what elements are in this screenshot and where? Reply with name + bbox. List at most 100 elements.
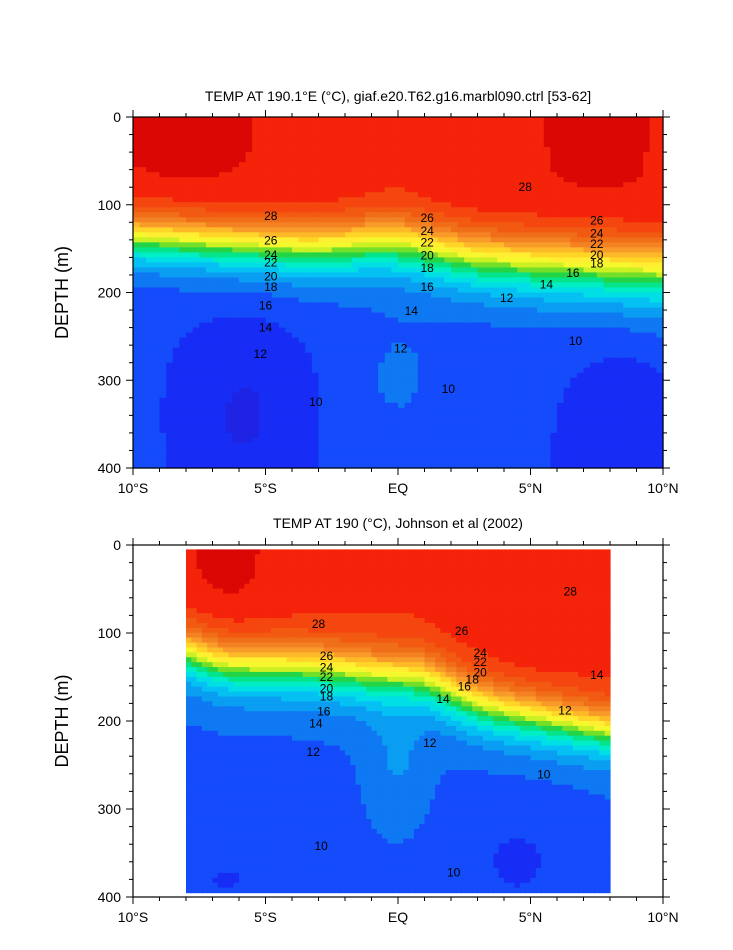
contour-cell bbox=[590, 257, 598, 264]
contour-cell bbox=[543, 327, 551, 334]
contour-cell bbox=[457, 127, 465, 133]
contour-cell bbox=[331, 142, 339, 148]
contour-cell bbox=[146, 222, 154, 228]
contour-cell bbox=[285, 307, 293, 314]
contour-cell bbox=[523, 172, 532, 178]
contour-cell bbox=[583, 462, 591, 469]
contour-cell bbox=[523, 412, 532, 419]
contour-cell bbox=[417, 457, 426, 464]
contour-cell bbox=[239, 172, 247, 178]
contour-cell bbox=[484, 127, 492, 133]
contour-cell bbox=[338, 187, 346, 193]
contour-cell bbox=[477, 412, 485, 419]
contour-cell bbox=[603, 167, 611, 173]
contour-cell bbox=[232, 367, 240, 374]
contour-cell bbox=[391, 247, 399, 253]
contour-cell bbox=[378, 342, 386, 349]
contour-cell bbox=[245, 462, 253, 469]
contour-cell bbox=[444, 182, 452, 188]
contour-cell bbox=[325, 422, 333, 429]
contour-cell bbox=[371, 257, 379, 264]
contour-cell bbox=[305, 327, 313, 334]
contour-cell bbox=[431, 172, 439, 178]
contour-cell bbox=[576, 332, 585, 339]
contour-cell bbox=[205, 222, 214, 228]
contour-cell bbox=[318, 192, 326, 198]
contour-cell bbox=[470, 117, 479, 123]
contour-cell bbox=[318, 242, 326, 248]
contour-cell bbox=[351, 187, 359, 193]
contour-cell bbox=[258, 217, 267, 223]
contour-cell bbox=[444, 192, 452, 198]
contour-cell bbox=[457, 237, 465, 243]
contour-cell bbox=[550, 407, 558, 414]
contour-cell bbox=[159, 337, 167, 344]
contour-cell bbox=[371, 392, 379, 399]
contour-cell bbox=[345, 292, 353, 299]
contour-cell bbox=[497, 182, 505, 188]
contour-cell bbox=[139, 417, 147, 424]
contour-cell bbox=[258, 342, 267, 349]
contour-cell bbox=[298, 377, 306, 384]
contour-cell bbox=[431, 262, 439, 269]
contour-cell bbox=[311, 272, 320, 279]
contour-cell bbox=[477, 392, 485, 399]
contour-cell bbox=[146, 417, 154, 424]
contour-cell bbox=[278, 402, 286, 409]
contour-cell bbox=[550, 367, 558, 374]
contour-cell bbox=[557, 317, 565, 324]
contour-cell bbox=[391, 207, 399, 213]
contour-cell bbox=[298, 337, 306, 344]
contour-cell bbox=[139, 157, 147, 163]
contour-cell bbox=[404, 307, 412, 314]
contour-cell bbox=[278, 347, 286, 354]
contour-cell bbox=[285, 192, 293, 198]
contour-cell bbox=[404, 197, 412, 203]
contour-cell bbox=[159, 312, 167, 319]
contour-cell bbox=[345, 387, 353, 394]
contour-cell bbox=[232, 147, 240, 153]
contour-cell bbox=[603, 222, 611, 228]
contour-cell bbox=[557, 297, 565, 304]
contour-cell bbox=[563, 277, 571, 284]
contour-cell bbox=[318, 297, 326, 304]
contour-cell bbox=[331, 332, 339, 339]
contour-cell bbox=[331, 442, 339, 449]
contour-cell bbox=[437, 172, 445, 178]
contour-cell bbox=[358, 307, 366, 314]
contour-cell bbox=[272, 392, 280, 399]
contour-cell bbox=[457, 357, 465, 364]
contour-cell bbox=[378, 397, 386, 404]
contour-cell bbox=[305, 442, 313, 449]
contour-cell bbox=[272, 287, 280, 294]
contour-cell bbox=[484, 262, 492, 269]
contour-cell bbox=[146, 307, 154, 314]
contour-cell bbox=[258, 422, 267, 429]
contour-cell bbox=[563, 182, 571, 188]
contour-cell bbox=[305, 282, 313, 289]
contour-cell bbox=[192, 207, 200, 213]
contour-cell bbox=[245, 322, 253, 329]
contour-cell bbox=[417, 237, 426, 243]
contour-cell bbox=[417, 332, 426, 339]
contour-cell bbox=[166, 277, 174, 284]
contour-cell bbox=[338, 257, 346, 264]
contour-cell bbox=[557, 187, 565, 193]
contour-cell bbox=[351, 352, 359, 359]
contour-cell bbox=[451, 352, 459, 359]
contour-cell bbox=[146, 387, 154, 394]
contour-cell bbox=[252, 352, 260, 359]
contour-cell bbox=[338, 217, 346, 223]
contour-cell bbox=[398, 277, 406, 284]
contour-cell bbox=[311, 452, 320, 459]
contour-cell bbox=[424, 362, 432, 369]
contour-cell bbox=[424, 212, 432, 218]
contour-cell bbox=[411, 432, 419, 439]
contour-cell bbox=[451, 127, 459, 133]
contour-cell bbox=[437, 322, 445, 329]
contour-cell bbox=[318, 417, 326, 424]
contour-cell bbox=[590, 157, 598, 163]
contour-cell bbox=[451, 217, 459, 223]
contour-cell bbox=[590, 317, 598, 324]
contour-cell bbox=[338, 142, 346, 148]
